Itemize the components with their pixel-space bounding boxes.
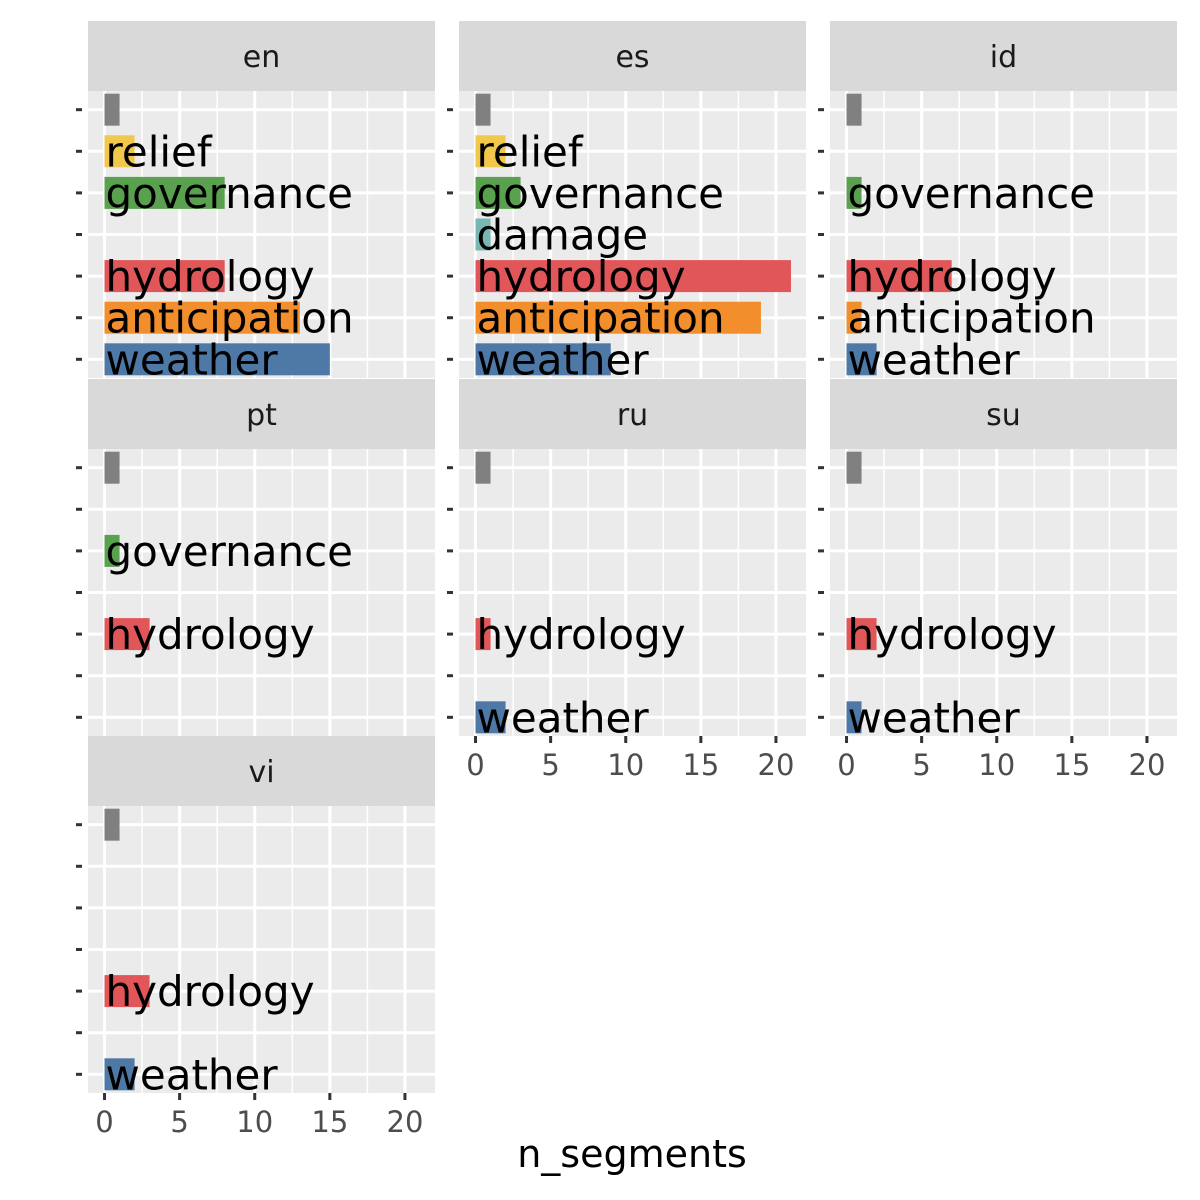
bar-es-governance [475,176,521,209]
bar-vi-na [104,808,120,841]
bar-es-damage [475,218,491,251]
x-tick-label: 20 [387,1105,424,1139]
facet-strip-label: es [615,40,649,75]
x-tick-label: 20 [1129,748,1166,782]
facet-panel-su: su hydrology weather 0 5 10 15 20 [818,379,1177,782]
facet-strip [88,736,435,806]
bar-en-na [104,93,120,126]
x-tick-label: 20 [758,748,795,782]
bar-id-anticipation [846,301,862,334]
bar-pt-hydrology [104,618,150,651]
facet-strip-label: en [243,40,280,75]
bar-es-anticipation [475,301,761,334]
bar-en-governance [104,176,225,209]
bar-label-id-hydrology: hydrology [848,252,1057,301]
bar-ru-hydrology [475,618,491,651]
bar-su-hydrology [846,618,877,651]
bar-label-vi-hydrology: hydrology [106,967,315,1016]
bar-label-es-hydrology: hydrology [477,252,686,301]
bar-label-su-hydrology: hydrology [848,610,1057,659]
bar-en-hydrology [104,260,225,293]
facet-strip [88,21,435,91]
facet-panel-pt: pt governance hydrology [76,379,435,736]
bar-vi-hydrology [104,975,150,1008]
bar-es-weather [475,343,611,376]
x-tick-label: 15 [682,748,719,782]
facet-strip [459,379,806,449]
bar-id-hydrology [846,260,952,293]
bar-label-vi-weather: weather [106,1050,279,1099]
bar-label-es-damage: damage [477,211,649,260]
facet-strip-label: vi [248,755,274,790]
facet-panel-ru: ru hydrology weather 0 5 10 15 20 [447,379,806,782]
bar-label-en-governance: governance [106,169,354,218]
bar-es-hydrology [475,260,791,293]
bar-label-pt-governance: governance [106,527,354,576]
bar-pt-governance [104,534,120,567]
bar-label-en-hydrology: hydrology [106,252,315,301]
bar-label-id-weather: weather [848,335,1021,384]
bar-label-es-anticipation: anticipation [477,294,725,343]
bar-label-en-relief: relief [106,127,213,176]
x-tick-label: 10 [978,748,1015,782]
facet-strip-label: id [990,40,1017,75]
bar-en-anticipation [104,301,300,334]
bar-label-es-weather: weather [477,335,650,384]
x-tick-label: 0 [466,748,484,782]
bar-su-weather [846,701,862,734]
bar-label-su-weather: weather [848,693,1021,742]
facet-strip-label: su [986,398,1021,433]
bar-ru-weather [475,701,506,734]
bar-label-en-anticipation: anticipation [106,294,354,343]
bar-label-en-weather: weather [106,335,279,384]
facet-strip [459,21,806,91]
facet-strip [88,379,435,449]
bar-label-id-governance: governance [848,169,1096,218]
bar-vi-weather [104,1058,135,1091]
x-tick-label: 5 [170,1105,188,1139]
facet-strip [830,21,1177,91]
bar-id-governance [846,176,862,209]
facet-strip [830,379,1177,449]
bar-ru-na [475,451,491,484]
bar-es-na [475,93,491,126]
x-tick-label: 10 [607,748,644,782]
bar-en-weather [104,343,330,376]
facet-panel-es: es reliefgovernancedamagehydrologyanticip… [447,21,806,384]
bar-label-pt-hydrology: hydrology [106,610,315,659]
facet-strip-label: ru [617,398,648,433]
bar-id-na [846,93,862,126]
x-tick-label: 15 [1053,748,1090,782]
x-tick-label: 0 [837,748,855,782]
x-tick-label: 0 [95,1105,113,1139]
bar-es-relief [475,135,506,168]
x-tick-label: 15 [311,1105,348,1139]
facet-strip-label: pt [246,398,277,433]
bar-label-id-anticipation: anticipation [848,294,1096,343]
bar-su-na [846,451,862,484]
bar-en-relief [104,135,135,168]
bar-id-weather [846,343,877,376]
bar-label-ru-hydrology: hydrology [477,610,686,659]
x-tick-label: 5 [541,748,559,782]
bar-pt-na [104,451,120,484]
x-axis-title: n_segments [517,1132,747,1176]
x-tick-label: 5 [912,748,930,782]
facet-panel-vi: vi hydrology weather 0 5 10 15 20 [76,736,435,1139]
bar-label-es-governance: governance [477,169,725,218]
x-tick-label: 10 [236,1105,273,1139]
bar-label-es-relief: relief [477,127,584,176]
bar-label-ru-weather: weather [477,693,650,742]
